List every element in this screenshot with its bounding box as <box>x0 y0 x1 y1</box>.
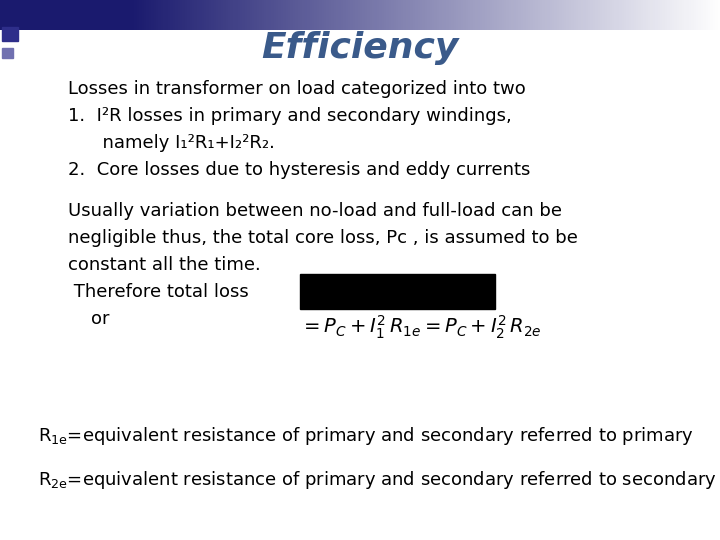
FancyBboxPatch shape <box>2 48 13 58</box>
Text: 1.  I²R losses in primary and secondary windings,: 1. I²R losses in primary and secondary w… <box>68 107 512 125</box>
Text: namely I₁²R₁+I₂²R₂.: namely I₁²R₁+I₂²R₂. <box>68 134 275 152</box>
Text: $\mathregular{R_{1e}}$=equivalent resistance of primary and secondary referred t: $\mathregular{R_{1e}}$=equivalent resist… <box>38 425 693 447</box>
Text: $= P_C + I_1^2\,R_{1e} = P_C + I_2^2\,R_{2e}$: $= P_C + I_1^2\,R_{1e} = P_C + I_2^2\,R_… <box>300 314 541 341</box>
Text: Efficiency: Efficiency <box>261 31 459 65</box>
Text: Losses in transformer on load categorized into two: Losses in transformer on load categorize… <box>68 80 526 98</box>
Text: $\mathregular{R_{2e}}$=equivalent resistance of primary and secondary referred t: $\mathregular{R_{2e}}$=equivalent resist… <box>38 469 716 491</box>
Text: Usually variation between no-load and full-load can be: Usually variation between no-load and fu… <box>68 202 562 220</box>
Text: or: or <box>68 310 109 328</box>
Text: negligible thus, the total core loss, Pᴄ , is assumed to be: negligible thus, the total core loss, Pᴄ… <box>68 229 578 247</box>
Text: constant all the time.: constant all the time. <box>68 256 261 274</box>
FancyBboxPatch shape <box>300 274 495 309</box>
Text: Therefore total loss: Therefore total loss <box>68 283 248 301</box>
FancyBboxPatch shape <box>2 27 18 41</box>
FancyBboxPatch shape <box>2 2 24 20</box>
Text: 2.  Core losses due to hysteresis and eddy currents: 2. Core losses due to hysteresis and edd… <box>68 161 531 179</box>
